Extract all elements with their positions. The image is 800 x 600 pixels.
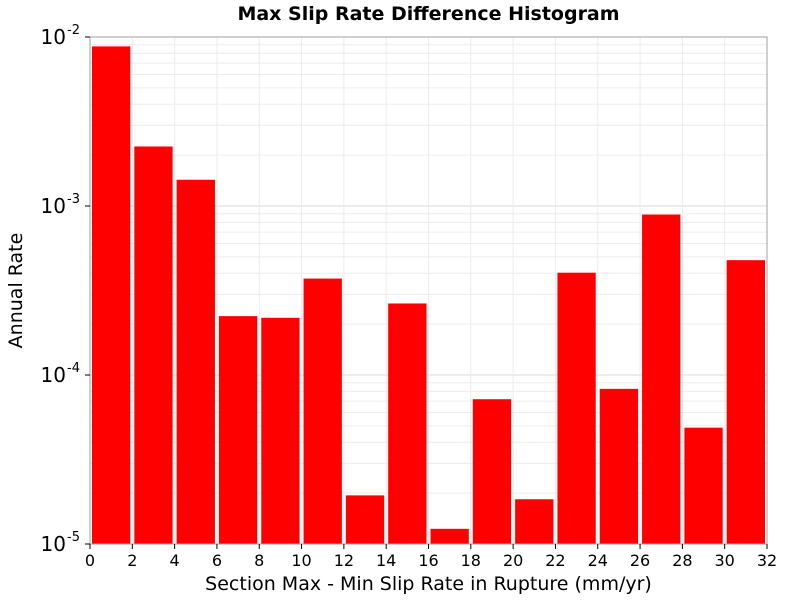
bar-0 [92, 46, 131, 545]
bar-11 [557, 272, 596, 544]
bar-5 [303, 278, 342, 544]
x-tick-label: 20 [503, 551, 523, 570]
x-tick-label: 26 [630, 551, 650, 570]
bar-8 [430, 528, 469, 544]
bar-7 [388, 303, 427, 544]
bar-2 [176, 179, 215, 544]
x-tick-label: 2 [127, 551, 137, 570]
bar-3 [218, 316, 258, 544]
y-tick-exponent: -4 [67, 361, 80, 376]
x-tick-label: 16 [418, 551, 438, 570]
x-tick-label: 22 [545, 551, 565, 570]
bar-layer [92, 46, 765, 545]
bar-9 [472, 399, 512, 544]
chart-title: Max Slip Rate Difference Histogram [237, 3, 619, 25]
bar-4 [261, 317, 300, 544]
y-tick-label: 10 [41, 194, 66, 218]
bar-14 [684, 427, 723, 544]
y-tick-exponent: -5 [67, 530, 80, 545]
bar-12 [599, 388, 639, 544]
bar-6 [345, 495, 385, 544]
x-tick-label: 14 [376, 551, 396, 570]
x-tick-label: 10 [291, 551, 311, 570]
y-tick-label: 10 [41, 363, 66, 387]
x-tick-label: 6 [212, 551, 222, 570]
bar-15 [726, 260, 765, 544]
bar-1 [134, 146, 173, 545]
x-tick-label: 8 [254, 551, 264, 570]
y-tick-exponent: -2 [67, 23, 80, 38]
y-tick-label: 10 [41, 532, 66, 556]
y-tick-exponent: -3 [67, 192, 80, 207]
x-tick-label: 0 [85, 551, 95, 570]
y-tick-label: 10 [41, 25, 66, 49]
x-tick-label: 4 [170, 551, 180, 570]
y-axis-label: Annual Rate [5, 233, 27, 349]
x-tick-label: 32 [757, 551, 777, 570]
x-tick-label: 24 [588, 551, 608, 570]
x-tick-label: 12 [334, 551, 354, 570]
x-axis-label: Section Max - Min Slip Rate in Rupture (… [205, 573, 652, 595]
x-tick-label: 30 [715, 551, 735, 570]
x-tick-label: 28 [672, 551, 692, 570]
x-tick-label: 18 [461, 551, 481, 570]
bar-10 [515, 499, 554, 544]
bar-13 [642, 214, 681, 544]
